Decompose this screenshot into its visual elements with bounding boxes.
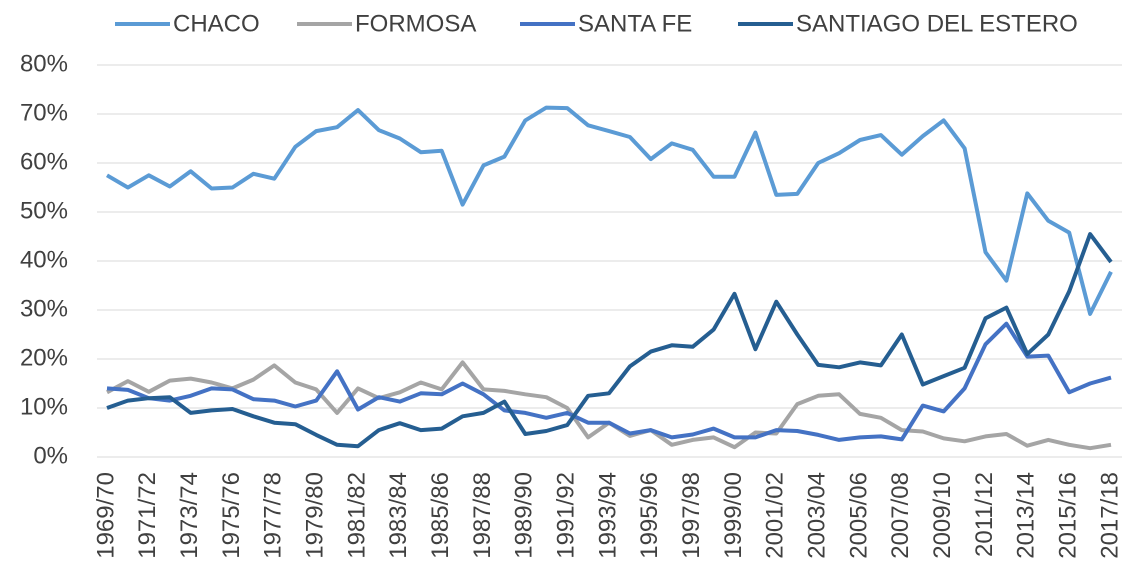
x-tick-label: 1995/96 (636, 472, 663, 559)
series-line (106, 360, 1112, 451)
x-tick-label: 1987/88 (469, 472, 496, 559)
y-tick-label: 20% (20, 344, 68, 371)
y-tick-label: 80% (20, 50, 68, 77)
x-tick-label: 2011/12 (971, 472, 998, 557)
x-tick-label: 2007/08 (887, 472, 914, 559)
legend-label: CHACO (173, 10, 260, 37)
x-tick-label: 1979/80 (302, 472, 329, 559)
x-tick-label: 1993/94 (594, 472, 621, 559)
x-tick-label: 1989/90 (511, 472, 538, 559)
x-tick-label: 1981/82 (343, 472, 370, 559)
x-tick-label: 1997/98 (678, 472, 705, 559)
y-tick-label: 0% (33, 442, 68, 469)
y-tick-label: 40% (20, 246, 68, 273)
x-tick-label: 1971/72 (134, 472, 161, 559)
y-tick-label: 70% (20, 99, 68, 126)
x-tick-label: 1985/86 (427, 472, 454, 559)
x-tick-label: 1991/92 (553, 472, 580, 559)
series-line (105, 105, 1113, 316)
x-tick-label: 1999/00 (720, 472, 747, 559)
legend-label: SANTA FE (578, 10, 692, 37)
x-tick-label: 2005/06 (845, 472, 872, 559)
x-tick-label: 2001/02 (762, 472, 789, 559)
x-tick-label: 1983/84 (385, 472, 412, 559)
x-tick-label: 2013/14 (1013, 472, 1040, 559)
x-tick-label: 2015/16 (1055, 472, 1082, 559)
x-tick-label: 2009/10 (929, 472, 956, 559)
legend-label: FORMOSA (355, 10, 476, 37)
legend-label: SANTIAGO DEL ESTERO (796, 10, 1078, 37)
y-tick-label: 50% (20, 197, 68, 224)
series-line (106, 321, 1112, 442)
y-tick-label: 60% (20, 148, 68, 175)
y-tick-label: 30% (20, 295, 68, 322)
x-tick-label: 1969/70 (92, 472, 119, 559)
x-tick-label: 1973/74 (176, 472, 203, 559)
series-line (106, 232, 1113, 449)
x-tick-label: 1977/78 (260, 472, 287, 559)
x-tick-label: 1975/76 (218, 472, 245, 559)
y-tick-label: 10% (20, 393, 68, 420)
x-tick-label: 2003/04 (804, 472, 831, 559)
x-tick-label: 2017/18 (1096, 472, 1123, 559)
